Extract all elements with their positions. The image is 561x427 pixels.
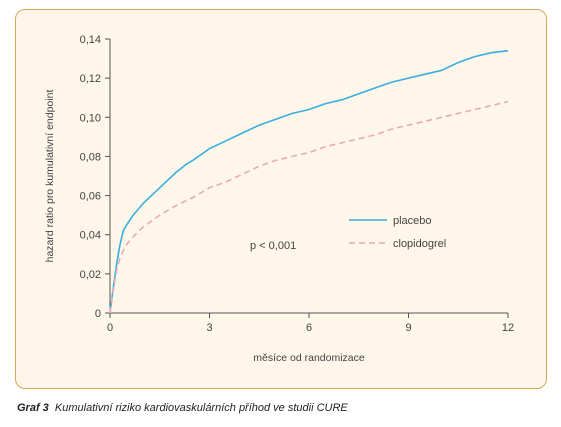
p-value-annotation: p < 0,001 — [250, 240, 296, 252]
caption-label: Graf 3 — [17, 402, 49, 414]
legend: placebo clopidogrel — [349, 215, 446, 250]
caption-text: Kumulativní riziko kardiovaskulárních př… — [54, 402, 348, 414]
x-tick-label: 6 — [306, 322, 312, 334]
figure-caption: Graf 3 Kumulativní riziko kardiovaskulár… — [17, 402, 348, 414]
x-tick-label: 12 — [502, 322, 514, 334]
chart-panel — [15, 9, 547, 389]
y-tick-label: 0,08 — [80, 151, 101, 163]
y-tick-label: 0,14 — [80, 34, 101, 46]
legend-clopidogrel-label: clopidogrel — [393, 238, 446, 250]
y-axis-label: hazard ratio pro kumulativní endpoint — [44, 90, 56, 263]
x-tick-label: 0 — [107, 322, 113, 334]
y-tick-label: 0,06 — [80, 191, 101, 203]
series-line-placebo — [109, 49, 509, 314]
y-tick-label: 0,12 — [80, 73, 101, 85]
legend-placebo-label: placebo — [393, 215, 432, 227]
x-ticks: 0 3 6 9 12 — [107, 313, 514, 334]
x-tick-label: 3 — [206, 322, 212, 334]
y-tick-label: 0,04 — [80, 230, 101, 242]
y-tick-label: 0,02 — [80, 269, 101, 281]
chart-axes — [109, 39, 508, 314]
y-tick-label: 0,10 — [80, 112, 101, 124]
series-line-clopidogrel — [109, 100, 509, 314]
y-tick-label: 0 — [95, 308, 101, 320]
y-ticks: 0 0,02 0,04 0,06 0,08 0,10 0,12 0,14 — [80, 34, 110, 320]
series-layer — [109, 49, 509, 314]
x-axis-label: měsíce od randomizace — [253, 352, 365, 364]
x-tick-label: 9 — [405, 322, 411, 334]
